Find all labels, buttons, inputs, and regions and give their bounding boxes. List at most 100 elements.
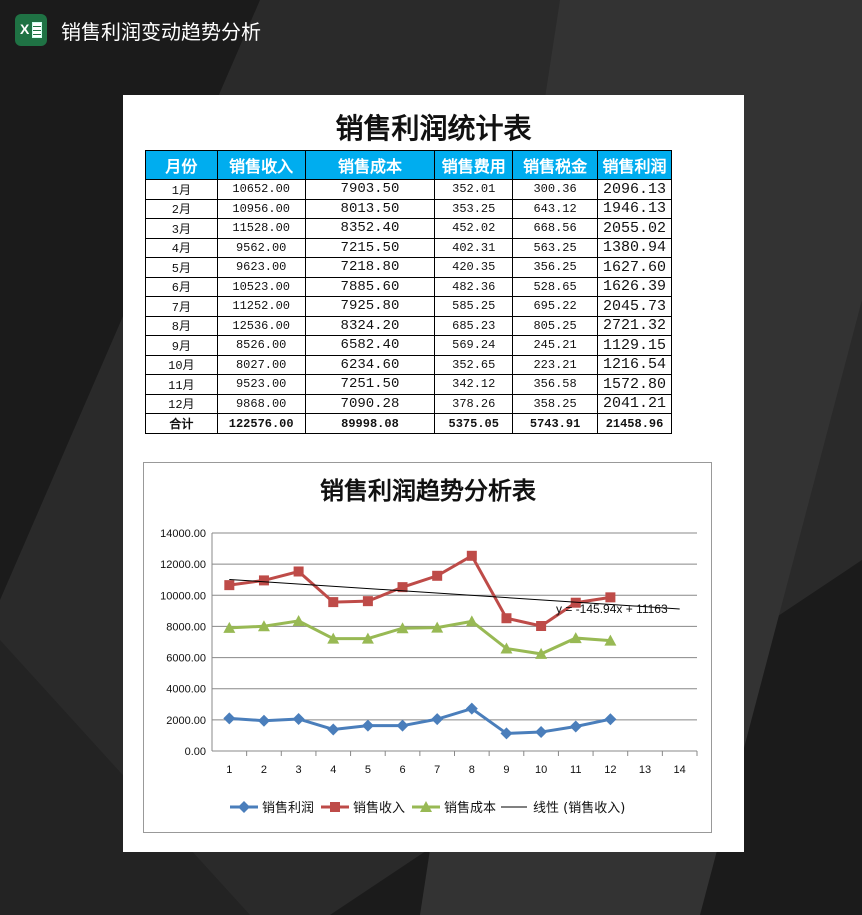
- table-cell: 9623.00: [216, 257, 306, 278]
- table-cell: 342.12: [434, 374, 514, 395]
- table-cell: 6234.60: [304, 354, 436, 375]
- table-title: 销售利润统计表: [335, 112, 532, 145]
- data-point: [420, 801, 432, 812]
- column-header: 销售费用: [434, 150, 514, 180]
- legend-label: 销售成本: [444, 800, 496, 816]
- data-point: [500, 642, 513, 654]
- y-tick-label: 8000.00: [166, 621, 206, 633]
- data-point: [570, 597, 581, 608]
- table-cell: 1626.39: [597, 276, 672, 297]
- legend-label: 销售收入: [353, 800, 405, 816]
- table-cell: 2096.13: [597, 179, 672, 200]
- table-cell: 7251.50: [304, 374, 436, 395]
- table-cell: 420.35: [434, 257, 514, 278]
- total-row: 合计 122576.00 89998.08 5375.05 5743.91 21458.9…: [145, 413, 672, 434]
- table-cell: 643.12: [512, 198, 599, 219]
- table-cell: 7090.28: [304, 393, 436, 414]
- data-point: [257, 714, 270, 727]
- table-row: 11月 9523.00 7251.50 342.12 356.58 1572.80: [145, 374, 672, 395]
- data-point: [569, 632, 582, 644]
- data-point: [292, 713, 305, 726]
- excel-icon: X: [15, 14, 47, 46]
- table-cell: 356.25: [512, 257, 599, 278]
- data-point: [361, 719, 374, 732]
- table-row: 8月 12536.00 8324.20 685.23 805.25 2721.32: [145, 315, 672, 336]
- chart-title: 销售利润趋势分析表: [320, 476, 537, 505]
- total-cell: 122576.00: [216, 413, 306, 434]
- table-row: 7月 11252.00 7925.80 585.25 695.22 2045.73: [145, 296, 672, 317]
- series-1: [223, 702, 617, 740]
- data-point: [432, 570, 443, 581]
- series-3: [223, 614, 617, 659]
- data-point: [431, 621, 444, 633]
- table-cell: 352.65: [434, 354, 514, 375]
- table-cell: 7885.60: [304, 276, 436, 297]
- legend-item: 销售成本: [412, 800, 496, 816]
- table-cell: 9562.00: [216, 237, 306, 258]
- table-cell: 2月: [145, 198, 218, 219]
- table-cell: 352.01: [434, 179, 514, 200]
- data-point: [501, 613, 512, 624]
- data-point: [465, 702, 478, 715]
- column-header: 销售成本: [304, 150, 436, 180]
- data-point: [535, 647, 548, 659]
- data-point: [397, 582, 408, 593]
- title-bar: X 销售利润变动趋势分析: [15, 14, 261, 46]
- table-cell: 695.22: [512, 296, 599, 317]
- table-cell: 402.31: [434, 237, 514, 258]
- table-cell: 668.56: [512, 218, 599, 239]
- table-cell: 563.25: [512, 237, 599, 258]
- table-cell: 11月: [145, 374, 218, 395]
- total-cell: 89998.08: [304, 413, 436, 434]
- table-cell: 10956.00: [216, 198, 306, 219]
- profit-table: 月份 销售收入 销售成本 销售费用 销售税金 销售利润 1月 10652.00 7903.50…: [145, 150, 672, 434]
- x-tick-label: 10: [535, 764, 547, 776]
- table-cell: 1129.15: [597, 335, 672, 356]
- column-header: 月份: [145, 150, 218, 180]
- trendline-equation: y = -145.94x + 11163: [556, 602, 668, 616]
- x-tick-label: 14: [674, 764, 686, 776]
- data-point: [330, 802, 340, 812]
- table-cell: 2045.73: [597, 296, 672, 317]
- series-line: [229, 619, 611, 656]
- series-line: [229, 553, 611, 628]
- table-cell: 356.58: [512, 374, 599, 395]
- table-cell: 482.36: [434, 276, 514, 297]
- table-row: 4月 9562.00 7215.50 402.31 563.25 1380.94: [145, 237, 672, 258]
- table-cell: 1216.54: [597, 354, 672, 375]
- table-row: 6月 10523.00 7885.60 482.36 528.65 1626.39: [145, 276, 672, 297]
- total-cell: 21458.96: [597, 413, 672, 434]
- y-tick-label: 12000.00: [160, 559, 206, 571]
- legend-label: 销售利润: [262, 800, 314, 816]
- column-header: 销售利润: [597, 150, 672, 180]
- x-tick-label: 8: [469, 764, 475, 776]
- worksheet: 销售利润统计表 月份 销售收入 销售成本 销售费用 销售税金 销售利润 1月 10652.0…: [123, 95, 744, 852]
- y-tick-label: 10000.00: [160, 590, 206, 602]
- table-cell: 6582.40: [304, 335, 436, 356]
- total-cell: 5743.91: [512, 413, 599, 434]
- series-line: [229, 706, 611, 735]
- table-cell: 9523.00: [216, 374, 306, 395]
- table-cell: 245.21: [512, 335, 599, 356]
- x-tick-label: 5: [365, 764, 371, 776]
- data-point: [500, 727, 513, 740]
- data-point: [431, 713, 444, 726]
- table-cell: 8月: [145, 315, 218, 336]
- table-cell: 7925.80: [304, 296, 436, 317]
- table-row: 2月 10956.00 8013.50 353.25 643.12 1946.13: [145, 198, 672, 219]
- column-header: 销售税金: [512, 150, 599, 180]
- legend-item: 销售利润: [230, 800, 314, 816]
- data-point: [605, 592, 616, 603]
- x-tick-label: 13: [639, 764, 651, 776]
- table-row: 9月 8526.00 6582.40 569.24 245.21 1129.15: [145, 335, 672, 356]
- table-cell: 569.24: [434, 335, 514, 356]
- table-row: 10月 8027.00 6234.60 352.65 223.21 1216.54: [145, 354, 672, 375]
- table-cell: 2055.02: [597, 218, 672, 239]
- x-tick-label: 6: [399, 764, 405, 776]
- data-point: [361, 632, 374, 644]
- data-point: [328, 597, 339, 608]
- table-cell: 11528.00: [216, 218, 306, 239]
- data-point: [223, 712, 236, 725]
- data-point: [396, 719, 409, 732]
- data-point: [569, 720, 582, 733]
